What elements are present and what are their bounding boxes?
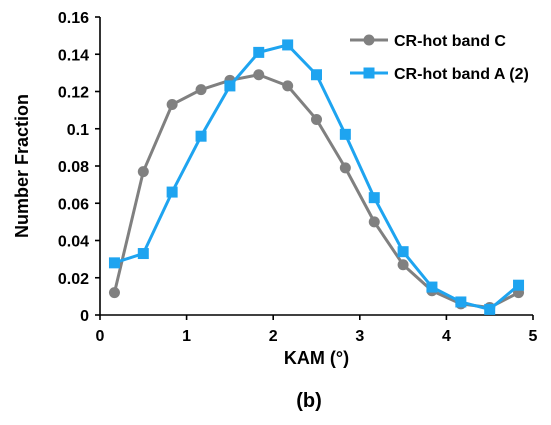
data-point [339,162,351,174]
data-point [224,80,236,92]
series-line [114,43,520,311]
y-tick-label: 0.14 [58,47,89,64]
data-point [397,259,409,271]
x-tick-label: 2 [269,328,278,345]
data-point [108,287,120,299]
plot-area: 0 1 2 3 4 5 0 0.02 0.04 0.06 0.08 0.1 0.12 0.14 0.16 [58,10,538,345]
series-layer [108,39,525,315]
x-tick-label: 0 [96,328,105,345]
data-point [253,69,265,81]
data-point [282,39,294,51]
data-point [426,281,438,293]
data-point [166,99,178,111]
data-point [253,46,265,58]
data-point [484,303,496,315]
data-point [137,166,149,178]
x-tick-label: 4 [442,328,451,345]
x-axis-title: KAM (°) [284,348,349,368]
data-point [195,130,207,142]
data-point [339,128,351,140]
legend-marker [363,34,375,46]
y-tick-label: 0.1 [67,122,89,139]
y-tick-label: 0.08 [58,159,89,176]
y-tick-label: 0.04 [58,234,89,251]
panel-label: (b) [296,390,322,412]
y-tick-label: 0.12 [58,85,89,102]
data-point [195,84,207,96]
data-point [455,296,467,308]
y-axis-title: Number Fraction [12,94,32,238]
legend-label: CR-hot band C [394,33,506,50]
data-point [513,279,525,291]
data-point [311,69,322,81]
data-point [311,113,322,125]
x-tick-label: 1 [182,328,191,345]
series-2 [108,39,525,315]
legend-item-1: CR-hot band C [350,33,506,50]
data-point [397,246,409,258]
legend-item-2: CR-hot band A (2) [350,66,529,83]
x-tick-label: 5 [529,328,538,345]
y-tick-label: 0.02 [58,271,89,288]
data-point [282,80,294,92]
y-tick-label: 0.06 [58,196,89,213]
data-point [108,257,120,269]
data-point [137,248,149,260]
legend: CR-hot band C CR-hot band A (2) [350,33,529,83]
x-tick-label: 3 [355,328,364,345]
data-point [368,216,380,228]
y-tick-label: 0.16 [58,10,89,27]
y-axis-ticks: 0 0.02 0.04 0.06 0.08 0.1 0.12 0.14 0.16 [58,10,100,325]
x-axis-ticks: 0 1 2 3 4 5 [96,315,538,345]
data-point [368,192,380,204]
y-tick-label: 0 [80,308,89,325]
legend-marker [363,67,375,79]
data-point [166,186,178,198]
legend-label: CR-hot band A (2) [394,66,529,83]
